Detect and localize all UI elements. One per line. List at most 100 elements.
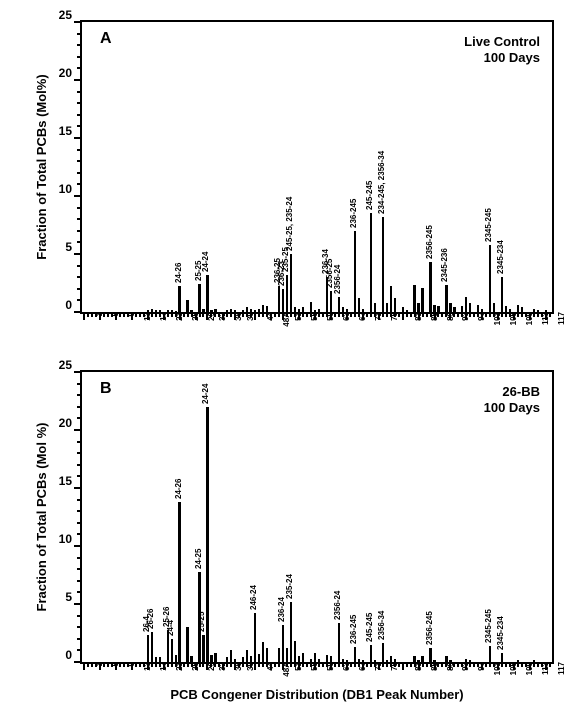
bar	[286, 275, 288, 312]
bar	[429, 648, 431, 662]
bar-label: 2345-245	[484, 609, 493, 643]
bar-label: 24-24	[201, 251, 210, 271]
bar	[151, 309, 153, 312]
bar	[246, 307, 248, 312]
bar	[178, 286, 180, 312]
bar	[206, 275, 208, 312]
bar	[501, 277, 503, 312]
bar	[258, 654, 260, 662]
bar	[250, 309, 252, 312]
y-axis-label: Fraction of Total PCBs (Mol %)	[34, 423, 49, 612]
bar	[386, 660, 388, 662]
bar	[406, 310, 408, 312]
bar-label: 245-25, 235-24	[285, 197, 294, 251]
bar	[310, 302, 312, 312]
bar	[354, 231, 356, 312]
bar	[533, 660, 535, 662]
bar	[445, 285, 447, 312]
bar	[278, 286, 280, 312]
bar	[465, 659, 467, 662]
bar	[342, 307, 344, 312]
bar-label: 24-26	[174, 478, 183, 498]
plot-area-B: 051015202515913172125293236394448A515559…	[80, 370, 554, 664]
bar	[210, 655, 212, 662]
bar	[413, 285, 415, 312]
bar	[298, 656, 300, 662]
bar-label: 2345-234	[496, 616, 505, 650]
bar-label: 2345-236	[440, 249, 449, 283]
bar	[282, 289, 284, 312]
x-axis-label: PCB Congener Distribution (DB1 Peak Numb…	[170, 687, 463, 702]
bar	[382, 643, 384, 662]
xtick-label: 117	[549, 312, 566, 325]
bar	[254, 310, 256, 312]
bar	[167, 310, 169, 312]
panel-caption: Live Control100 Days	[464, 34, 540, 65]
bar	[282, 625, 284, 662]
bar	[310, 659, 312, 662]
bar	[433, 305, 435, 312]
bar	[234, 659, 236, 662]
bar	[505, 306, 507, 312]
bar	[190, 310, 192, 312]
bar	[370, 213, 372, 312]
bar	[155, 657, 157, 662]
bar	[226, 657, 228, 662]
bar	[314, 310, 316, 312]
bar	[262, 305, 264, 312]
bar	[493, 303, 495, 312]
bar	[151, 632, 153, 662]
bar	[226, 310, 228, 312]
bar-label: 24-26	[174, 263, 183, 283]
bar	[445, 656, 447, 662]
bar	[402, 307, 404, 312]
bar	[290, 602, 292, 662]
bar	[509, 309, 511, 312]
bar	[155, 310, 157, 312]
bar	[175, 311, 177, 312]
bar	[147, 635, 149, 662]
bar	[302, 653, 304, 662]
bar	[481, 309, 483, 312]
bar	[202, 309, 204, 312]
bar	[178, 502, 180, 662]
bar	[266, 648, 268, 662]
bar	[449, 303, 451, 312]
bar	[206, 407, 208, 662]
bar	[159, 657, 161, 662]
bar-label: 24-24	[201, 383, 210, 403]
bar-label: 2356-245	[425, 225, 434, 259]
bar-label: 25-25	[197, 612, 206, 632]
panel-letter: A	[100, 30, 112, 48]
bar	[230, 650, 232, 662]
bar	[214, 653, 216, 662]
bar	[266, 306, 268, 312]
bar	[517, 305, 519, 312]
bar	[242, 310, 244, 312]
bar	[358, 659, 360, 662]
panel-caption: 26-BB100 Days	[484, 384, 540, 415]
bar-label: 246-24	[249, 585, 258, 610]
y-axis-label: Fraction of Total PCBs (Mol%)	[34, 74, 49, 259]
bar-label: 236-245	[349, 198, 358, 227]
bar	[338, 297, 340, 312]
bar	[278, 648, 280, 662]
bar	[390, 656, 392, 662]
bar-label: 26-26	[146, 608, 155, 628]
bar	[501, 653, 503, 662]
bar	[533, 309, 535, 312]
bar	[394, 298, 396, 312]
bar	[171, 310, 173, 312]
bar	[286, 648, 288, 662]
bar	[254, 613, 256, 662]
bar-label: 2345-245	[484, 208, 493, 242]
bar	[537, 310, 539, 312]
bar	[465, 297, 467, 312]
bar	[346, 660, 348, 662]
bar	[521, 307, 523, 312]
bar	[330, 656, 332, 662]
ytick-label: 25	[59, 358, 82, 372]
bar	[214, 309, 216, 312]
bar	[246, 650, 248, 662]
ytick-label: 25	[59, 8, 82, 22]
